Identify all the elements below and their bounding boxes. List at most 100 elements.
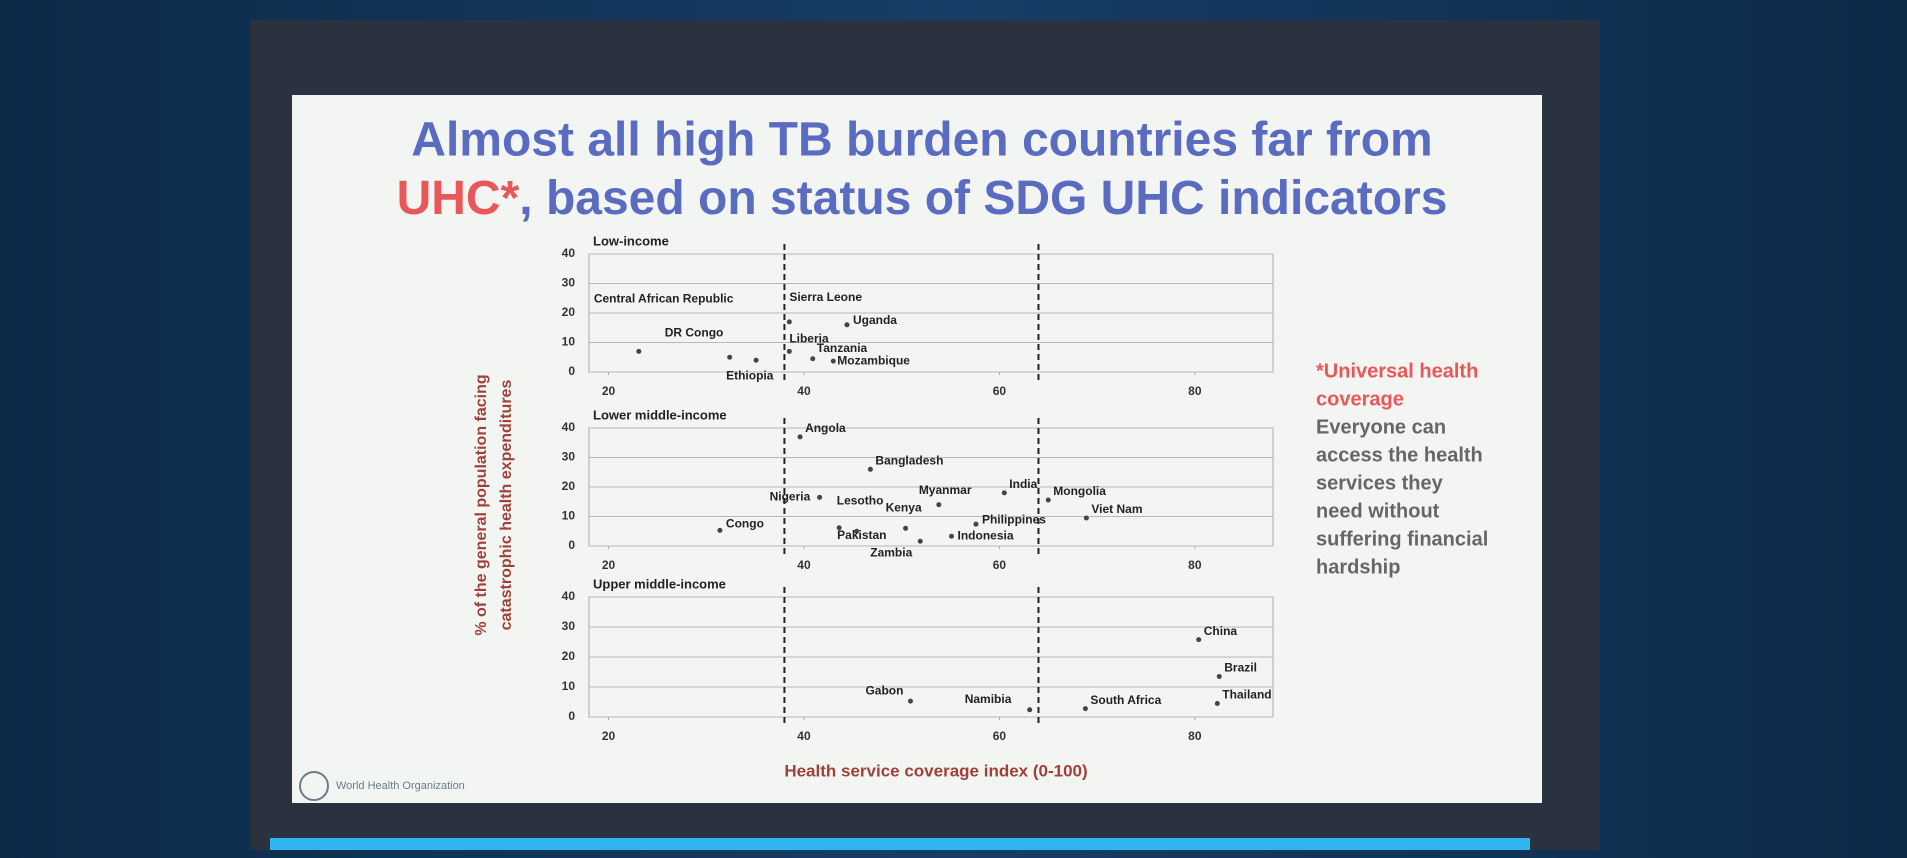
point <box>917 538 923 544</box>
note-text: hardship <box>1316 556 1400 578</box>
point <box>949 533 955 539</box>
point-label: Congo <box>726 517 764 531</box>
point <box>1001 490 1007 496</box>
x-tick-label: 40 <box>797 558 811 572</box>
y-tick-label: 40 <box>562 589 576 603</box>
point <box>1083 515 1089 521</box>
point <box>636 348 642 354</box>
x-tick-label: 20 <box>602 558 616 572</box>
point-label: Pakistan <box>837 528 886 542</box>
point <box>1027 707 1033 713</box>
point-label: Viet Nam <box>1091 502 1142 516</box>
point <box>810 356 816 362</box>
point-label: Mongolia <box>1053 484 1106 498</box>
x-tick-label: 60 <box>993 384 1007 398</box>
y-tick-label: 20 <box>562 305 576 319</box>
point <box>1196 637 1202 643</box>
note-text: services they <box>1316 472 1444 494</box>
x-tick-label: 20 <box>602 384 616 398</box>
point <box>1082 706 1088 712</box>
point <box>753 357 759 363</box>
point-label: Zambia <box>870 545 912 559</box>
x-tick-label: 80 <box>1188 558 1202 572</box>
panel-title: Low-income <box>593 233 669 248</box>
panel-title: Lower middle-income <box>593 407 727 422</box>
point <box>727 354 733 360</box>
slide-title: UHC*, based on status of SDG UHC indicat… <box>397 172 1448 225</box>
point <box>854 528 860 534</box>
point <box>717 527 723 533</box>
note-text: access the health <box>1316 444 1483 466</box>
y-tick-label: 10 <box>562 335 576 349</box>
note-text: need without <box>1316 500 1440 522</box>
point-label: Mozambique <box>837 353 910 367</box>
point <box>1214 701 1220 706</box>
point-label: Liberia <box>789 332 829 346</box>
y-tick-label: 40 <box>562 420 576 434</box>
point-label: Gabon <box>865 683 903 697</box>
point-label: Sierra Leone <box>789 290 862 304</box>
point-label: Namibia <box>965 692 1012 706</box>
point-label: Lesotho <box>837 493 884 507</box>
y-axis-label: catastrophic health expenditures <box>498 380 515 631</box>
note: *Universal health coverage Everyone can acc… <box>1316 360 1488 578</box>
point <box>903 525 909 531</box>
y-tick-label: 0 <box>568 538 575 552</box>
point-label: Kenya <box>886 500 922 514</box>
point <box>830 358 836 364</box>
x-tick-label: 40 <box>797 729 811 743</box>
note-text: Everyone can <box>1316 416 1446 438</box>
point-label: Nigeria <box>770 489 811 503</box>
y-tick-label: 10 <box>562 679 576 693</box>
point <box>907 698 913 704</box>
y-tick-label: 0 <box>568 709 575 723</box>
point <box>973 521 979 527</box>
x-tick-label: 40 <box>797 384 811 398</box>
x-tick-label: 80 <box>1188 384 1202 398</box>
x-tick-label: 60 <box>993 558 1007 572</box>
point <box>836 525 842 531</box>
logo-text: World Health Organization <box>336 780 465 792</box>
point <box>936 502 942 508</box>
point-label: South Africa <box>1090 693 1161 707</box>
stage-light <box>270 838 1530 850</box>
point <box>844 322 850 328</box>
point <box>1216 674 1222 679</box>
point-label: Central African Republic <box>594 292 734 306</box>
point <box>786 348 792 354</box>
point <box>867 466 873 472</box>
panel-title: Upper middle-income <box>593 576 726 591</box>
point-label: China <box>1204 624 1238 638</box>
y-tick-label: 20 <box>562 649 576 663</box>
y-tick-label: 30 <box>562 450 576 464</box>
point-label: Ethiopia <box>726 368 774 382</box>
point <box>817 494 823 500</box>
plots: Low-income 0 10 20 30 40 20 40 60 80 Central Afric… <box>473 233 1274 780</box>
y-tick-label: 10 <box>562 509 576 523</box>
note-term: coverage <box>1316 388 1404 410</box>
point-label: Brazil <box>1224 661 1257 675</box>
y-tick-label: 30 <box>562 276 576 290</box>
title-rest: , based on status of SDG UHC indicators <box>519 172 1447 225</box>
slide <box>292 95 1542 803</box>
note-term: *Universal health <box>1316 360 1478 382</box>
point-label: India <box>1009 477 1037 491</box>
y-tick-label: 30 <box>562 619 576 633</box>
point-label: Uganda <box>853 313 897 327</box>
point-label: Myanmar <box>919 483 972 497</box>
point-label: Tanzania <box>817 341 868 355</box>
point <box>1045 497 1051 503</box>
y-tick-label: 0 <box>568 364 575 378</box>
x-axis-label: Health service coverage index (0-100) <box>784 761 1087 780</box>
title-highlight: UHC* <box>397 172 520 225</box>
point-label: Angola <box>805 421 846 435</box>
point-label: DR Congo <box>665 325 724 339</box>
point-label: Bangladesh <box>875 453 943 467</box>
point <box>797 434 803 440</box>
y-axis-label: % of the general population facing <box>473 374 490 635</box>
point <box>786 319 792 325</box>
y-tick-label: 40 <box>562 246 576 260</box>
note-text: suffering financial <box>1316 528 1488 550</box>
slide-title: Almost all high TB burden countries far … <box>411 114 1432 167</box>
